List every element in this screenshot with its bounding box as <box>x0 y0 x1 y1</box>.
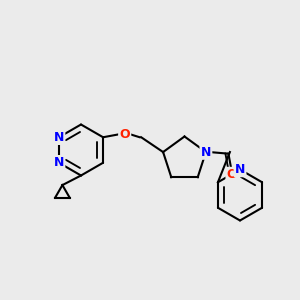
Text: N: N <box>54 131 64 144</box>
Text: N: N <box>54 156 64 169</box>
Text: N: N <box>201 146 211 158</box>
Text: N: N <box>235 163 245 176</box>
Text: O: O <box>227 168 237 181</box>
Text: O: O <box>119 128 130 141</box>
